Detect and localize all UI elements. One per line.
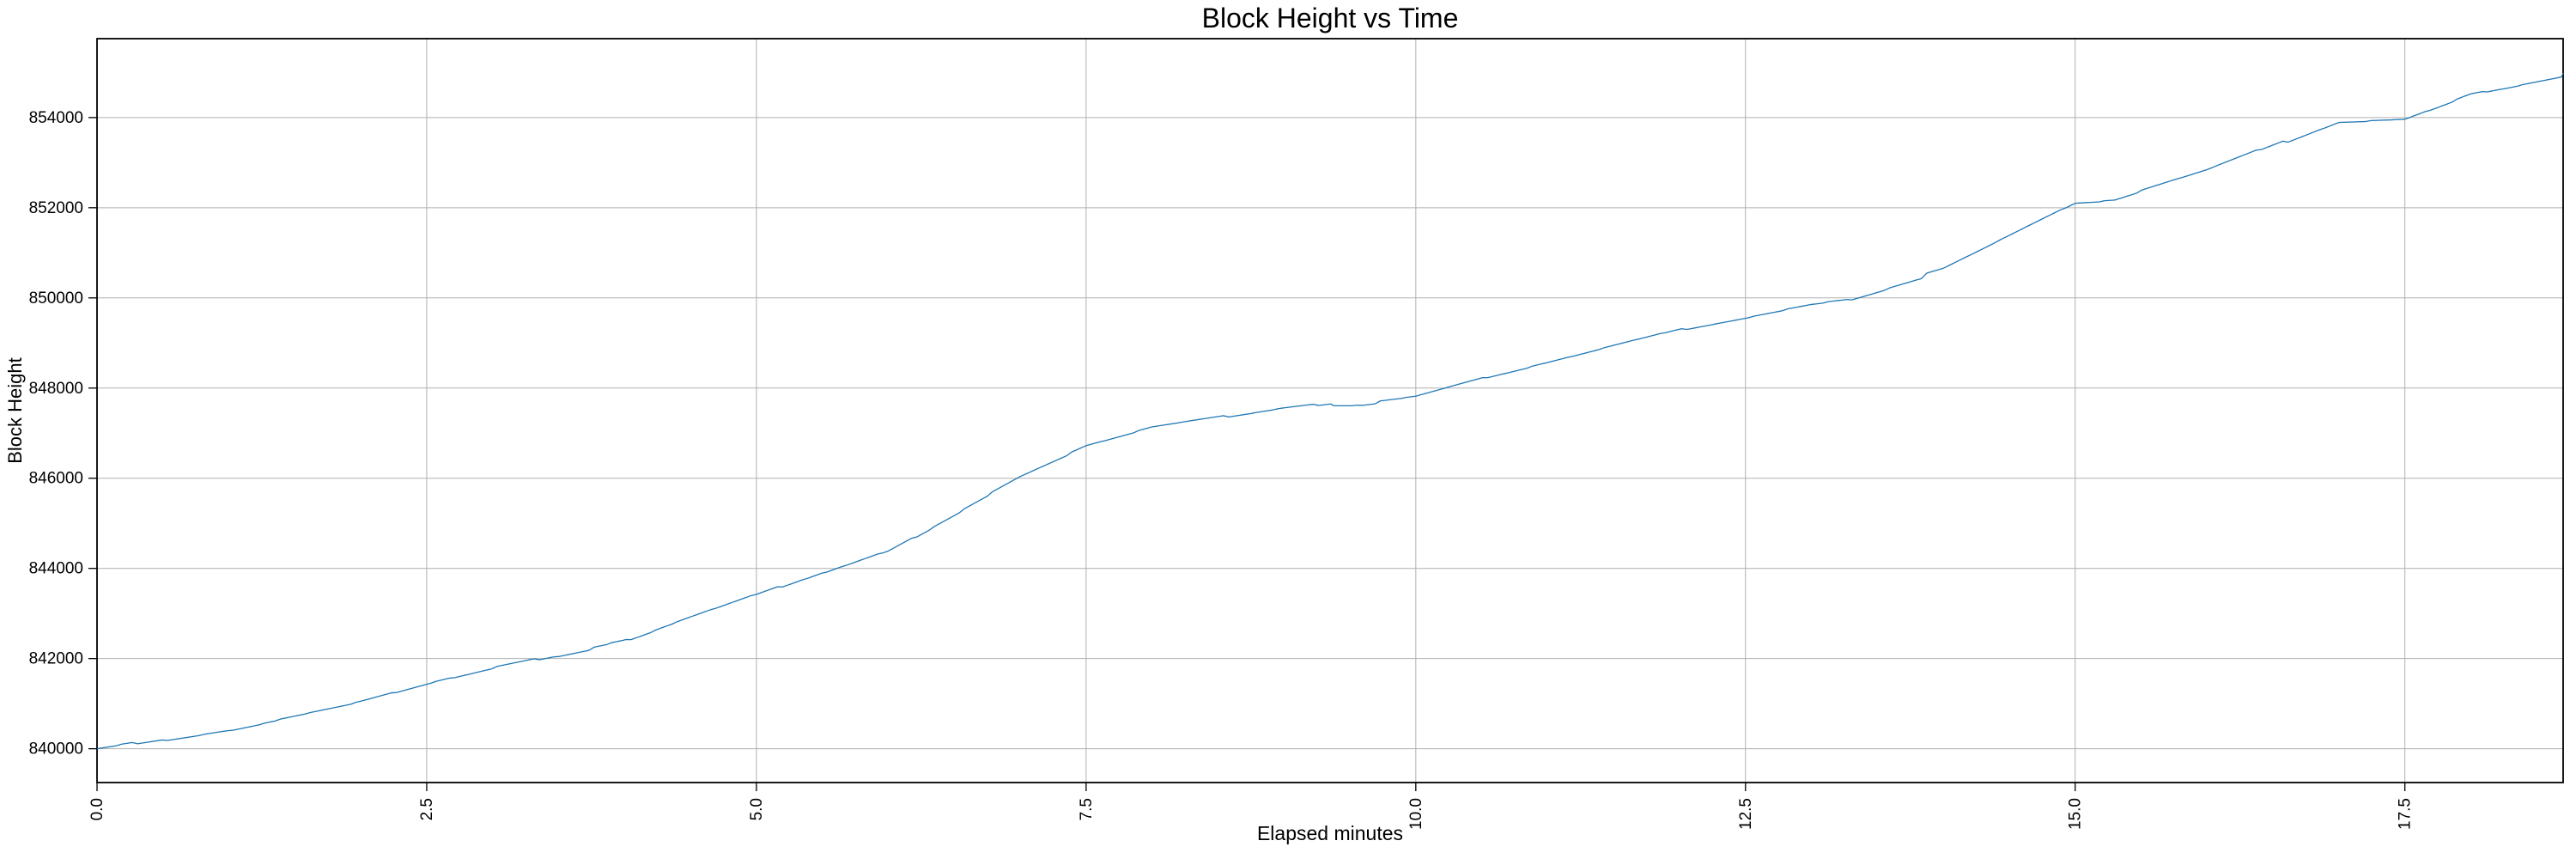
svg-text:852000: 852000 [29,199,83,217]
svg-text:844000: 844000 [29,560,83,578]
svg-text:10.0: 10.0 [1407,798,1425,830]
svg-text:840000: 840000 [29,740,83,758]
svg-text:Block Height vs Time: Block Height vs Time [1202,3,1459,34]
svg-text:2.5: 2.5 [418,798,436,820]
svg-text:842000: 842000 [29,650,83,668]
svg-text:15.0: 15.0 [2067,798,2085,830]
svg-text:846000: 846000 [29,470,83,488]
svg-text:0.0: 0.0 [88,798,106,820]
svg-text:12.5: 12.5 [1737,798,1755,830]
svg-text:854000: 854000 [29,109,83,127]
svg-text:850000: 850000 [29,289,83,308]
svg-text:Block Height: Block Height [4,357,26,464]
svg-text:Elapsed minutes: Elapsed minutes [1257,822,1403,844]
svg-text:848000: 848000 [29,380,83,398]
svg-text:7.5: 7.5 [1078,798,1096,820]
svg-text:17.5: 17.5 [2397,798,2415,830]
svg-text:5.0: 5.0 [748,798,766,820]
